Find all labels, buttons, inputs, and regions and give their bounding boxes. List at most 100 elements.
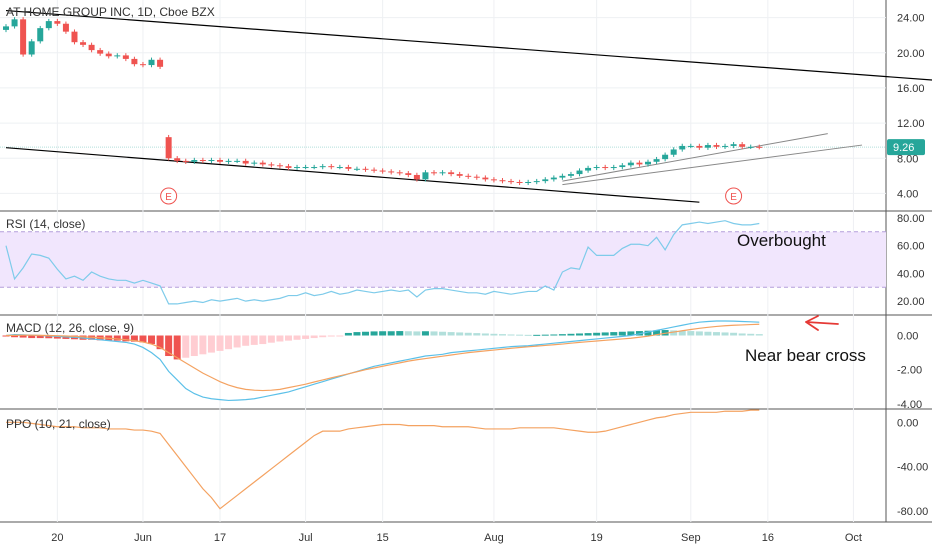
ppo-axis-tick-label: 0.00 <box>897 417 918 429</box>
candle-body <box>3 26 9 30</box>
last-price-tag-label: 9.26 <box>893 142 914 154</box>
candle-body <box>45 21 52 29</box>
candle-body <box>696 145 703 148</box>
macd-histogram-bar <box>139 335 147 343</box>
macd-histogram-bar <box>233 335 241 348</box>
macd-histogram-bar <box>413 331 421 336</box>
earnings-marker-label: E <box>165 192 172 203</box>
candle-body <box>533 181 540 183</box>
rsi-axis-tick-label: 80.00 <box>897 213 925 225</box>
macd-histogram-bar <box>113 335 121 341</box>
macd-histogram-bar <box>678 330 686 336</box>
macd-histogram-bar <box>216 335 224 351</box>
macd-histogram-bar <box>336 335 344 337</box>
candle-body <box>627 162 634 166</box>
price-trendline <box>5 147 700 203</box>
candle-body <box>105 53 112 57</box>
rsi-annotation-overbought: Overbought <box>737 231 826 250</box>
macd-histogram-bar <box>464 332 472 336</box>
candle-body <box>448 172 455 175</box>
candle-body <box>704 145 711 148</box>
macd-histogram-bar <box>541 334 549 336</box>
candle-body <box>490 179 497 181</box>
macd-histogram-bar <box>653 330 661 336</box>
candle-body <box>217 160 223 162</box>
annotation-arrow-icon <box>805 315 839 331</box>
macd-histogram-bar <box>644 330 652 336</box>
macd-histogram-bar <box>310 335 318 339</box>
chart-title: AT HOME GROUP INC, 1D, Cboe BZX <box>6 5 215 19</box>
macd-histogram-bar <box>447 332 455 336</box>
macd-histogram-bar <box>550 334 558 336</box>
candle-body <box>542 179 549 182</box>
candle-body <box>439 172 446 174</box>
candle-body <box>157 59 164 67</box>
macd-histogram-bar <box>704 331 712 336</box>
candle-body <box>259 162 266 165</box>
macd-histogram-bar <box>610 332 618 336</box>
candle-body <box>208 160 215 162</box>
candle-body <box>508 181 515 183</box>
macd-histogram-bar <box>567 333 575 336</box>
x-axis-tick-label: 16 <box>762 532 774 544</box>
candle-body <box>405 173 412 175</box>
rsi-label: RSI (14, close) <box>6 217 85 231</box>
candle-body <box>473 176 480 178</box>
earnings-marker-icon <box>160 187 178 205</box>
candle-body <box>182 160 189 162</box>
price-axis-tick-label: 8.00 <box>897 153 918 165</box>
candle-body <box>122 55 129 59</box>
macd-histogram-bar <box>456 332 464 336</box>
macd-histogram-bar <box>276 335 284 342</box>
candle-body <box>28 41 35 55</box>
macd-axis-tick-label: 0.00 <box>897 331 918 343</box>
candle-body <box>593 167 600 169</box>
macd-histogram-bar <box>250 335 258 345</box>
candle-body <box>148 59 155 66</box>
macd-histogram-bar <box>404 331 412 336</box>
price-axis-tick-label: 16.00 <box>897 83 925 95</box>
candle-body <box>371 169 378 171</box>
macd-histogram-bar <box>225 335 233 350</box>
macd-histogram-bar <box>730 332 738 336</box>
candle-body <box>362 168 369 170</box>
x-axis-tick-label: Aug <box>484 532 504 544</box>
x-axis-tick-label: Jul <box>299 532 313 544</box>
candle-body <box>80 42 87 45</box>
candle-body <box>379 170 386 172</box>
macd-histogram-bar <box>267 335 275 343</box>
candle-body <box>276 165 283 167</box>
macd-histogram-bar <box>687 331 695 336</box>
candle-body <box>422 172 429 180</box>
candle-body <box>242 160 249 164</box>
macd-histogram-bar <box>695 331 703 336</box>
macd-histogram-bar <box>576 333 584 336</box>
macd-histogram-bar <box>370 331 378 336</box>
macd-histogram-bar <box>130 335 138 342</box>
candle-body <box>722 145 729 147</box>
macd-histogram-bar <box>747 333 755 336</box>
macd-histogram-bar <box>156 335 164 350</box>
candle-body <box>482 177 489 180</box>
candle-body <box>225 160 232 162</box>
macd-histogram-bar <box>327 335 335 337</box>
macd-histogram-bar <box>738 333 746 336</box>
candle-body <box>285 166 292 168</box>
macd-histogram-bar <box>670 330 678 336</box>
macd-histogram-bar <box>259 335 267 345</box>
macd-axis-tick-label: -2.00 <box>897 365 922 377</box>
macd-histogram-bar <box>379 331 387 336</box>
macd-histogram-bar <box>481 333 489 336</box>
price-trendline <box>5 9 932 81</box>
candle-body <box>251 162 258 164</box>
macd-histogram-bar <box>584 333 592 336</box>
candle-body <box>619 165 626 168</box>
candle-body <box>413 174 420 180</box>
macd-histogram-bar <box>439 331 447 336</box>
candle-body <box>396 172 403 174</box>
rsi-axis-tick-label: 60.00 <box>897 241 925 253</box>
x-axis-tick-label: 15 <box>377 532 389 544</box>
candle-body <box>713 145 720 147</box>
candle-body <box>739 144 746 147</box>
macd-histogram-bar <box>173 335 181 360</box>
